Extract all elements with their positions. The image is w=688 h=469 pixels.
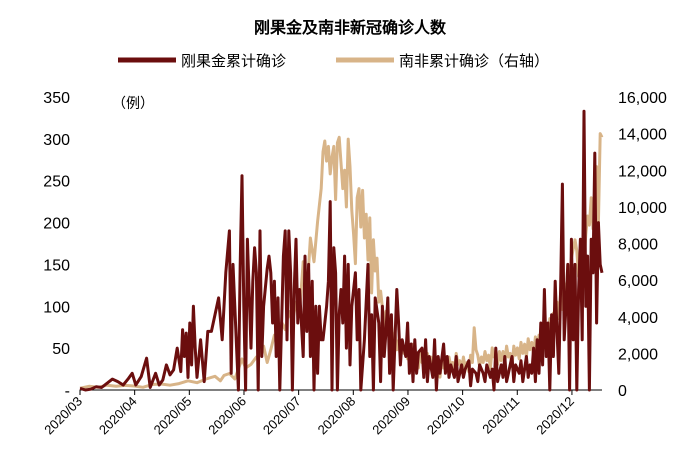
x-tick-label: 2020/07 [260,394,304,438]
right-axis-ticks: 0 2,000 4,000 6,000 8,000 10,000 12,000 14,000 1… [618,90,667,400]
left-tick-label: 350 [43,90,70,107]
right-tick-label: 2,000 [618,346,658,363]
right-tick-label: 16,000 [618,90,667,107]
legend-label-drc: 刚果金累计确诊 [181,52,286,70]
right-tick-label: 4,000 [618,310,658,327]
right-tick-label: 8,000 [618,237,658,254]
left-tick-label: - [65,383,70,400]
series-line-drc [79,109,604,392]
x-tick-label: 2020/12 [533,394,577,438]
left-tick-label: 300 [43,132,70,149]
x-axis-ticks: 2020/03 2020/04 2020/05 2020/06 2020/07 2020/… [41,390,577,437]
x-tick-label: 2020/09 [369,394,413,438]
x-tick-label: 2020/06 [205,394,249,438]
left-tick-label: 50 [52,341,70,358]
right-tick-label: 0 [618,383,627,400]
chart-title: 刚果金及南非新冠确诊人数 [254,18,447,37]
right-tick-label: 6,000 [618,273,658,290]
x-tick-label: 2020/11 [479,394,522,437]
series-line-south-africa [79,132,604,390]
right-tick-label: 12,000 [618,163,667,180]
x-tick-label: 2020/08 [315,394,359,438]
left-tick-label: 150 [43,257,70,274]
x-tick-label: 2020/03 [41,394,85,438]
left-axis-ticks: - 50 100 150 200 250 300 350 [43,90,70,400]
left-tick-label: 200 [43,216,70,233]
left-tick-label: 250 [43,174,70,191]
unit-note: （例） [112,96,154,112]
legend: 刚果金累计确诊 南非累计确诊（右轴） [118,52,549,70]
right-tick-label: 10,000 [618,200,667,217]
x-tick-label: 2020/10 [424,394,468,438]
x-tick-label: 2020/05 [151,394,195,438]
legend-label-sa: 南非累计确诊（右轴） [399,52,549,70]
right-tick-label: 14,000 [618,127,667,144]
x-tick-label: 2020/04 [96,394,140,438]
left-tick-label: 100 [43,299,70,316]
